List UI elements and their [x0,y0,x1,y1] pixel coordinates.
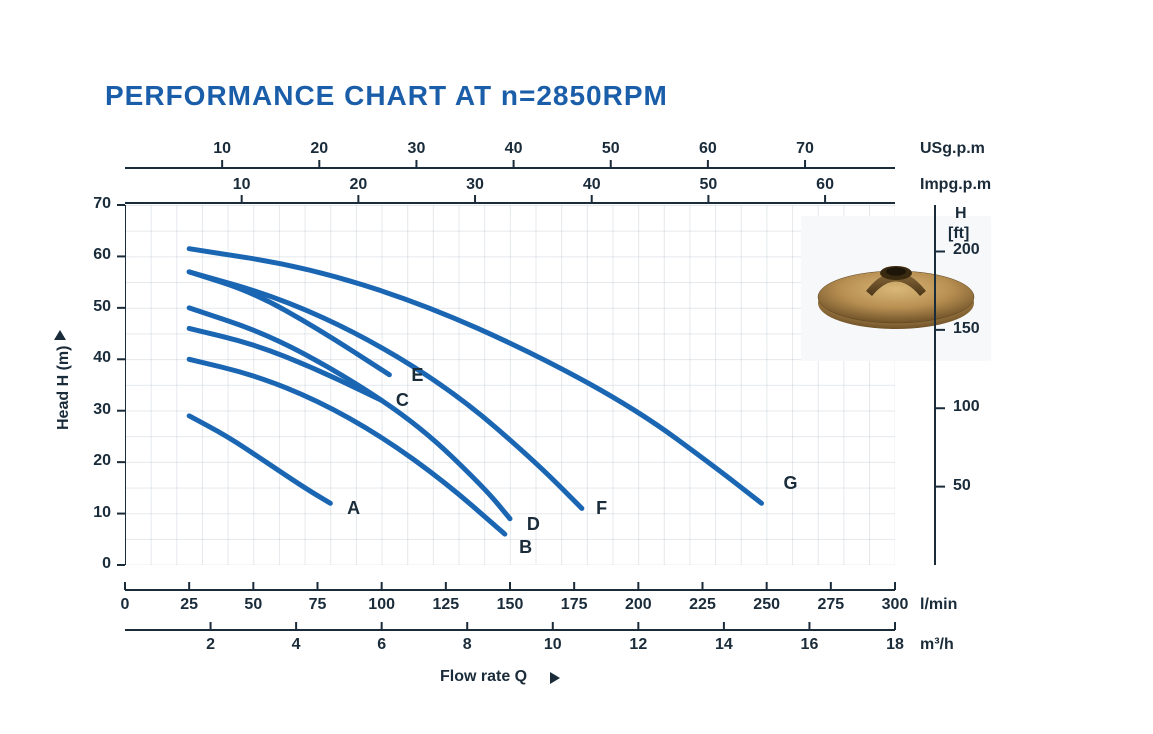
ticks-svg [0,0,1153,734]
performance-chart-page: PERFORMANCE CHART AT n=2850RPM 102030405… [0,0,1153,734]
